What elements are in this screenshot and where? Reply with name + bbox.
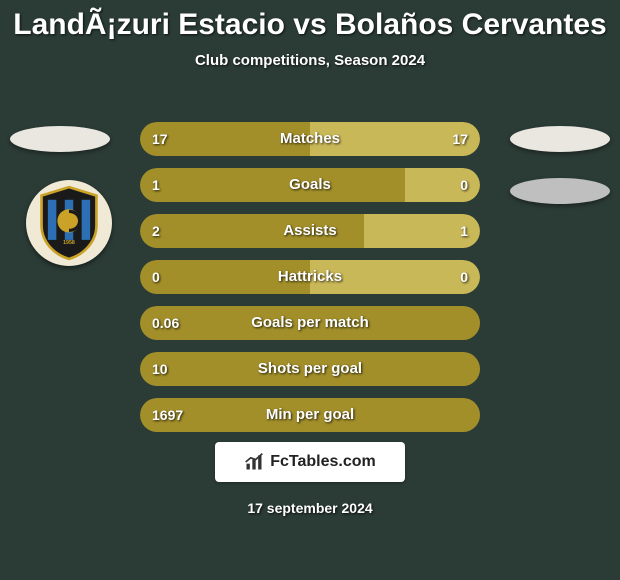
chart-icon <box>244 452 264 472</box>
bar-right <box>405 168 480 202</box>
bar-left <box>140 306 480 340</box>
bar-left <box>140 168 405 202</box>
stat-value-left: 2 <box>152 214 160 248</box>
page-title: LandÃ¡zuri Estacio vs Bolaños Cervantes <box>0 0 620 42</box>
stat-value-left: 0 <box>152 260 160 294</box>
date-text: 17 september 2024 <box>0 500 620 516</box>
stat-value-right: 17 <box>452 122 468 156</box>
stat-value-right: 0 <box>460 260 468 294</box>
stat-value-left: 17 <box>152 122 168 156</box>
bar-left <box>140 398 480 432</box>
stat-row-goals-per-match: 0.06 Goals per match <box>0 306 620 340</box>
bar-track <box>140 398 480 432</box>
stat-value-left: 0.06 <box>152 306 179 340</box>
stat-value-left: 1697 <box>152 398 183 432</box>
stat-row-hattricks: 0 Hattricks 0 <box>0 260 620 294</box>
bar-track <box>140 260 480 294</box>
stat-value-right: 1 <box>460 214 468 248</box>
bar-track <box>140 306 480 340</box>
stat-value-left: 1 <box>152 168 160 202</box>
stat-row-goals: 1 Goals 0 <box>0 168 620 202</box>
bar-track <box>140 214 480 248</box>
stat-row-matches: 17 Matches 17 <box>0 122 620 156</box>
fctables-link[interactable]: FcTables.com <box>215 442 405 482</box>
stats-area: 17 Matches 17 1 Goals 0 2 Assists 1 0 Ha… <box>0 122 620 444</box>
bar-track <box>140 168 480 202</box>
stat-row-shots-per-goal: 10 Shots per goal <box>0 352 620 386</box>
bar-right <box>310 260 480 294</box>
stat-value-left: 10 <box>152 352 168 386</box>
footer-brand-text: FcTables.com <box>270 453 376 471</box>
stat-value-right: 0 <box>460 168 468 202</box>
bar-track <box>140 352 480 386</box>
bar-left <box>140 214 364 248</box>
bar-left <box>140 352 480 386</box>
bar-track <box>140 122 480 156</box>
stat-row-min-per-goal: 1697 Min per goal <box>0 398 620 432</box>
stat-row-assists: 2 Assists 1 <box>0 214 620 248</box>
page-subtitle: Club competitions, Season 2024 <box>0 52 620 69</box>
bar-left <box>140 260 310 294</box>
